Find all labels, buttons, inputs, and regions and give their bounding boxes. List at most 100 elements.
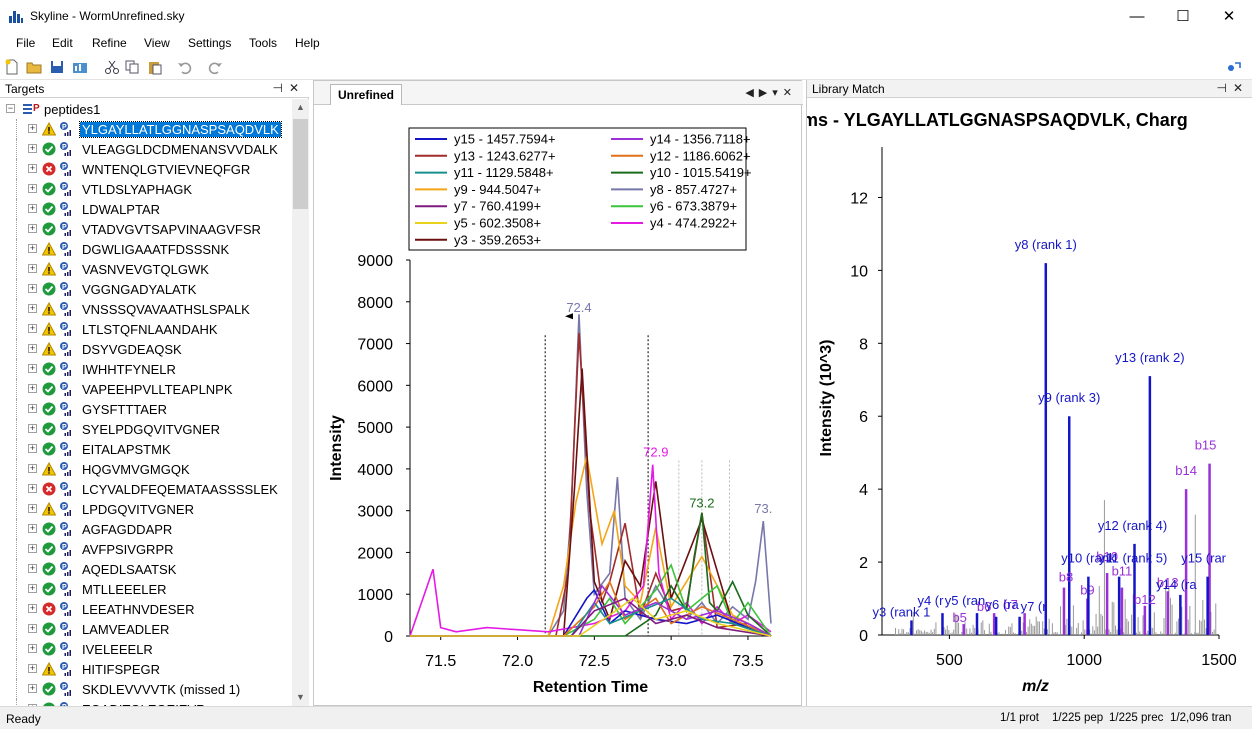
close-button[interactable]: ✕: [1222, 8, 1236, 25]
peptide-row[interactable]: + P VTLDSLYAPHAGK: [0, 179, 292, 199]
redo-icon[interactable]: [207, 59, 223, 75]
peptide-row[interactable]: + P LTLSTQFNLAANDAHK: [0, 319, 292, 339]
peptide-row[interactable]: + P AGFAGDDAPR: [0, 519, 292, 539]
series-line-y13[interactable]: [410, 333, 772, 637]
peptide-row[interactable]: + P LPDGQVITVGNER: [0, 499, 292, 519]
peptide-row[interactable]: + P WNTENQLGTVIEVNEQFGR: [0, 159, 292, 179]
expand-icon[interactable]: +: [28, 183, 37, 193]
expand-icon[interactable]: +: [28, 363, 37, 373]
expand-icon[interactable]: +: [28, 383, 37, 393]
expand-icon[interactable]: +: [28, 223, 37, 233]
peptide-row[interactable]: + P VLEAGGLDCDMENANSVVDALK: [0, 139, 292, 159]
paste-icon[interactable]: [147, 59, 163, 75]
chromatogram-chart[interactable]: 0 1000 2000 3000 4000 5000 6000 7000 8000 9000 71.…: [314, 105, 801, 705]
expand-icon[interactable]: +: [28, 203, 37, 213]
expand-icon[interactable]: +: [28, 583, 37, 593]
peptide-row[interactable]: + P AVFPSIVGRPR: [0, 539, 292, 559]
peptide-row[interactable]: + P EQADITGLEGEIEVR: [0, 699, 292, 706]
expand-icon[interactable]: +: [28, 463, 37, 473]
expand-icon[interactable]: +: [28, 623, 37, 633]
minimize-button[interactable]: —: [1129, 7, 1145, 25]
menu-help[interactable]: Help: [295, 36, 320, 50]
expand-icon[interactable]: +: [28, 563, 37, 573]
tab-menu-icon[interactable]: ▾: [772, 87, 783, 99]
expand-icon[interactable]: +: [28, 683, 37, 693]
undo-icon[interactable]: [177, 59, 193, 75]
peptide-row[interactable]: + P LCYVALDFEQEMATAASSSSLEK: [0, 479, 292, 499]
peptide-row[interactable]: + P LEEATHNVDESER: [0, 599, 292, 619]
series-line-y7[interactable]: [410, 597, 772, 637]
expand-icon[interactable]: +: [28, 243, 37, 253]
expand-icon[interactable]: +: [28, 343, 37, 353]
close-tab-icon[interactable]: ✕: [782, 87, 797, 99]
peptide-row[interactable]: + P GYSFTTTAER: [0, 399, 292, 419]
menu-edit[interactable]: Edit: [52, 36, 73, 50]
series-line-y15[interactable]: [410, 588, 772, 637]
peptide-row[interactable]: + P SYELPDGQVITVGNER: [0, 419, 292, 439]
menu-file[interactable]: File: [16, 36, 36, 50]
close-panel-icon[interactable]: ✕: [288, 81, 305, 95]
peptide-row[interactable]: + P VTADVGVTSAPVINAAGVFSR: [0, 219, 292, 239]
expand-icon[interactable]: +: [28, 543, 37, 553]
peptide-row[interactable]: + P VASNVEVGTQLGWK: [0, 259, 292, 279]
series-line-y5[interactable]: [410, 597, 772, 637]
series-line-y4[interactable]: [409, 464, 772, 637]
menu-view[interactable]: View: [144, 36, 170, 50]
expand-icon[interactable]: +: [28, 503, 37, 513]
menu-settings[interactable]: Settings: [188, 36, 232, 50]
peptide-row[interactable]: + P SKDLEVVVVTK (missed 1): [0, 679, 292, 699]
expand-icon[interactable]: +: [28, 143, 37, 153]
expand-icon[interactable]: +: [28, 523, 37, 533]
scroll-up-icon[interactable]: ▲: [296, 102, 305, 112]
expand-icon[interactable]: +: [28, 123, 37, 133]
next-tab-icon[interactable]: ▶: [758, 87, 773, 99]
peptide-row[interactable]: + P LAMVEADLER: [0, 619, 292, 639]
menu-refine[interactable]: Refine: [92, 36, 127, 50]
new-file-icon[interactable]: [4, 59, 20, 75]
series-line-y9[interactable]: [410, 456, 772, 637]
pin-icon[interactable]: ⊣: [272, 81, 289, 95]
peptide-row[interactable]: + P VGGNGADYALATK: [0, 279, 292, 299]
menu-tools[interactable]: Tools: [249, 36, 278, 50]
cut-icon[interactable]: [104, 59, 120, 75]
import-icon[interactable]: [72, 59, 88, 75]
expand-icon[interactable]: +: [28, 483, 37, 493]
expand-icon[interactable]: +: [28, 403, 37, 413]
expand-icon[interactable]: +: [28, 663, 37, 673]
collapse-icon[interactable]: −: [6, 103, 15, 113]
expand-icon[interactable]: +: [28, 303, 37, 313]
expand-icon[interactable]: +: [28, 603, 37, 613]
tab-unrefined[interactable]: Unrefined: [330, 84, 403, 105]
upload-icon[interactable]: [1226, 59, 1242, 75]
scroll-thumb[interactable]: [293, 119, 308, 209]
peptide-row[interactable]: + P VNSSSQVAVAATHSLSPALK: [0, 299, 292, 319]
peptide-row[interactable]: + P EITALAPSTMK: [0, 439, 292, 459]
expand-icon[interactable]: +: [28, 263, 37, 273]
peptide-row[interactable]: + P HITIFSPEGR: [0, 659, 292, 679]
copy-icon[interactable]: [124, 59, 140, 75]
library-spectrum-chart[interactable]: ms - YLGAYLLATLGGNASPSAQDVLK, Charg 0 2 4 6 8…: [807, 99, 1252, 706]
prev-tab-icon[interactable]: ◀: [745, 87, 759, 99]
expand-icon[interactable]: +: [28, 283, 37, 293]
peptide-row[interactable]: + P YLGAYLLATLGGNASPSAQDVLK: [0, 119, 292, 139]
maximize-button[interactable]: ☐: [1176, 8, 1190, 25]
expand-icon[interactable]: +: [28, 423, 37, 433]
open-folder-icon[interactable]: [26, 59, 42, 75]
expand-icon[interactable]: +: [28, 704, 37, 706]
peptide-row[interactable]: + P MTLLEEELER: [0, 579, 292, 599]
pin-icon[interactable]: ⊣: [1216, 81, 1233, 95]
targets-scrollbar[interactable]: ▲ ▼: [292, 99, 309, 706]
peptide-row[interactable]: + P IVELEEELR: [0, 639, 292, 659]
scroll-down-icon[interactable]: ▼: [296, 692, 305, 702]
peptide-row[interactable]: + P VAPEEHPVLLTEAPLNPK: [0, 379, 292, 399]
peptide-row[interactable]: + P DSYVGDEAQSK: [0, 339, 292, 359]
series-line-y3[interactable]: [410, 368, 772, 637]
save-icon[interactable]: [49, 59, 65, 75]
peptide-row[interactable]: + P AQEDLSAATSK: [0, 559, 292, 579]
peptide-row[interactable]: + P LDWALPTAR: [0, 199, 292, 219]
expand-icon[interactable]: +: [28, 323, 37, 333]
peptide-row[interactable]: + P HQGVMVGMGQK: [0, 459, 292, 479]
close-panel-icon[interactable]: ✕: [1232, 81, 1249, 95]
expand-icon[interactable]: +: [28, 643, 37, 653]
